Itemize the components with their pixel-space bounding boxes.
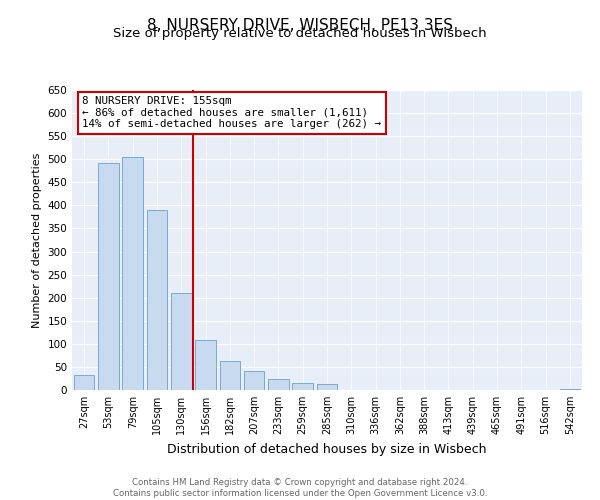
Bar — [171, 293, 191, 390]
Bar — [98, 163, 119, 390]
Bar — [195, 340, 216, 390]
Bar — [220, 362, 240, 390]
Bar — [74, 375, 94, 390]
Text: 8, NURSERY DRIVE, WISBECH, PE13 3ES: 8, NURSERY DRIVE, WISBECH, PE13 3ES — [147, 18, 453, 32]
Bar — [244, 370, 265, 390]
Text: Contains HM Land Registry data © Crown copyright and database right 2024.
Contai: Contains HM Land Registry data © Crown c… — [113, 478, 487, 498]
Bar — [146, 210, 167, 390]
Bar — [292, 383, 313, 390]
X-axis label: Distribution of detached houses by size in Wisbech: Distribution of detached houses by size … — [167, 442, 487, 456]
Bar — [122, 157, 143, 390]
Text: Size of property relative to detached houses in Wisbech: Size of property relative to detached ho… — [113, 28, 487, 40]
Bar — [317, 384, 337, 390]
Text: 8 NURSERY DRIVE: 155sqm
← 86% of detached houses are smaller (1,611)
14% of semi: 8 NURSERY DRIVE: 155sqm ← 86% of detache… — [82, 96, 381, 129]
Y-axis label: Number of detached properties: Number of detached properties — [32, 152, 42, 328]
Bar — [268, 380, 289, 390]
Bar — [560, 389, 580, 390]
